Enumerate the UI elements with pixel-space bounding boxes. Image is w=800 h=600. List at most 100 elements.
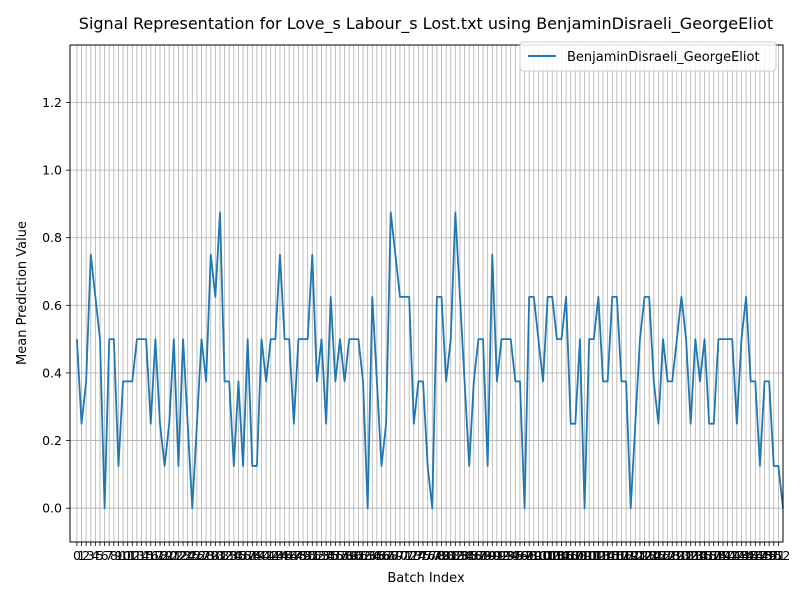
x-tick-label: 42 [263,548,279,563]
x-tick-label: 125 [642,548,666,563]
x-tick-label: 152 [766,548,790,563]
plot-frame [69,44,784,543]
x-tick-label: 121 [623,548,647,563]
x-tick-label: 108 [563,548,587,563]
x-tick-label: 100 [526,548,550,563]
x-axis-ticks: 0123456789101112131415161718192021222324… [73,542,790,563]
x-tick-label: 74 [410,548,426,563]
x-tick-label: 8 [110,548,118,563]
x-tick-label: 67 [378,548,394,563]
x-tick-label: 90 [484,548,500,563]
x-tick-label: 81 [443,548,459,563]
x-tick-label: 128 [656,548,680,563]
x-tick-label: 64 [364,548,380,563]
x-tick-label: 98 [521,548,537,563]
x-tick-label: 18 [152,548,168,563]
x-tick-label: 91 [489,548,505,563]
x-tick-label: 109 [568,548,592,563]
x-tick-label: 86 [466,548,482,563]
x-tick-label: 92 [494,548,510,563]
legend-box [519,41,777,72]
x-tick-label: 136 [693,548,717,563]
x-tick-label: 102 [536,548,560,563]
y-tick-label: 0.6 [42,298,62,313]
chart-title: Signal Representation for Love_s Labour_… [79,14,773,34]
x-tick-label: 99 [526,548,542,563]
x-tick-label: 30 [207,548,223,563]
y-tick-label: 0.4 [42,365,62,380]
x-tick-label: 142 [720,548,744,563]
x-tick-label: 1 [78,548,86,563]
x-tick-label: 14 [134,548,150,563]
x-tick-label: 53 [314,548,330,563]
x-tick-label: 27 [194,548,210,563]
x-tick-label: 89 [480,548,496,563]
x-tick-label: 11 [120,548,136,563]
x-tick-label: 51 [304,548,320,563]
x-tick-label: 70 [392,548,408,563]
x-tick-label: 13 [129,548,145,563]
x-tick-label: 115 [596,548,620,563]
y-tick-label: 0.2 [42,433,62,448]
x-tick-label: 7 [105,548,113,563]
x-tick-label: 9 [114,548,122,563]
x-tick-label: 20 [161,548,177,563]
x-tick-label: 82 [447,548,463,563]
x-tick-label: 63 [360,548,376,563]
x-tick-label: 37 [240,548,256,563]
x-tick-label: 112 [582,548,606,563]
x-tick-label: 47 [286,548,302,563]
x-tick-label: 105 [550,548,574,563]
x-tick-label: 24 [180,548,196,563]
x-tick-label: 68 [383,548,399,563]
x-tick-label: 58 [337,548,353,563]
x-tick-label: 119 [614,548,638,563]
x-tick-label: 41 [258,548,274,563]
x-tick-label: 129 [660,548,684,563]
x-tick-label: 33 [221,548,237,563]
plot-area [70,45,783,542]
x-tick-label: 72 [401,548,417,563]
x-tick-label: 12 [124,548,140,563]
x-tick-label: 126 [646,548,670,563]
x-tick-label: 71 [397,548,413,563]
x-tick-label: 78 [429,548,445,563]
x-tick-label: 106 [554,548,578,563]
x-tick-label: 36 [235,548,251,563]
x-tick-label: 57 [332,548,348,563]
x-tick-label: 32 [217,548,233,563]
x-tick-label: 76 [420,548,436,563]
legend-label: BenjaminDisraeli_GeorgeEliot [567,50,760,65]
x-tick-label: 39 [249,548,265,563]
x-tick-label: 135 [688,548,712,563]
x-tick-label: 52 [309,548,325,563]
x-tick-label: 5 [96,548,104,563]
x-tick-label: 151 [762,548,786,563]
x-tick-label: 122 [628,548,652,563]
x-tick-label: 2 [82,548,90,563]
x-tick-label: 148 [748,548,772,563]
y-tick-label: 0.8 [42,230,62,245]
x-tick-label: 131 [670,548,694,563]
x-tick-label: 54 [318,548,334,563]
x-tick-label: 97 [517,548,533,563]
x-tick-label: 22 [170,548,186,563]
y-axis-label: Mean Prediction Value [15,221,30,365]
x-tick-label: 104 [545,548,569,563]
x-tick-label: 0 [73,548,81,563]
x-tick-label: 96 [512,548,528,563]
x-tick-label: 48 [290,548,306,563]
x-tick-label: 50 [300,548,316,563]
x-tick-label: 132 [674,548,698,563]
x-tick-label: 38 [244,548,260,563]
x-tick-label: 35 [230,548,246,563]
y-axis-ticks: 0.0 0.2 0.4 0.6 0.8 1.0 1.2 [42,95,70,516]
x-tick-label: 61 [350,548,366,563]
x-tick-label: 75 [415,548,431,563]
y-tick-label: 1.0 [42,163,62,178]
x-axis-label: Batch Index [387,571,465,586]
x-tick-label: 23 [175,548,191,563]
x-tick-label: 103 [540,548,564,563]
x-tick-label: 88 [475,548,491,563]
x-tick-label: 28 [198,548,214,563]
